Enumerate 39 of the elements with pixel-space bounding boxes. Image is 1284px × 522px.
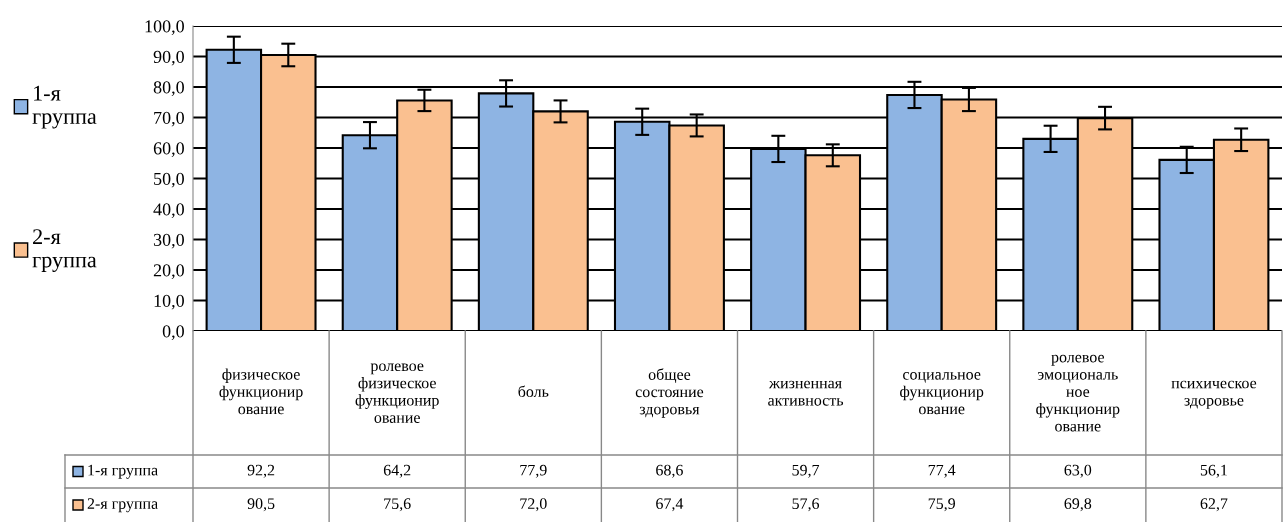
data-label: 90,5 — [247, 498, 275, 512]
x-tick-label: физическое функционирование — [219, 368, 303, 415]
x-tick-label: ролевое эмоциональное функционирование — [1036, 354, 1120, 432]
data-label: 63,0 — [1064, 464, 1092, 478]
x-tick-label: боль — [518, 385, 549, 397]
y-tick-label: 50,0 — [154, 172, 184, 188]
y-tick-label: 90,0 — [153, 50, 184, 66]
x-tick-label: психическое здоровье — [1171, 380, 1257, 409]
y-tick-label: 40,0 — [153, 203, 184, 219]
y-tick-label: 20,0 — [153, 264, 184, 280]
data-label: 67,4 — [656, 498, 684, 512]
y-tick-label: 100,0 — [145, 20, 184, 36]
data-label: 72,0 — [520, 498, 547, 512]
text: 2-я группа — [87, 498, 158, 513]
x-tick-label: ролевое физическое функционирование — [355, 363, 439, 423]
y-tick-label: 30,0 — [153, 233, 184, 249]
data-label: 68,6 — [656, 464, 683, 478]
data-label: 56,1 — [1200, 464, 1227, 478]
x-tick-label: общее состояние здоровья — [635, 368, 704, 418]
data-label: 59,7 — [792, 464, 820, 478]
y-tick-label: 60,0 — [153, 142, 184, 158]
x-tick-label: жизненная активность — [768, 380, 844, 406]
data-label: 69,8 — [1064, 498, 1092, 512]
legend-label: 1-я группа — [32, 85, 97, 129]
data-label: 62,7 — [1200, 498, 1228, 512]
y-tick-label: 80,0 — [153, 81, 184, 97]
data-label: 75,9 — [928, 498, 956, 512]
data-label: 64,2 — [383, 464, 411, 478]
data-label: 92,2 — [247, 464, 275, 478]
data-label: 77,4 — [928, 464, 956, 478]
x-tick-label: социальное функционирование — [900, 372, 984, 415]
y-tick-label: 10,0 — [154, 294, 184, 310]
legend-label: 2-я группа — [32, 229, 97, 272]
data-label: 75,6 — [384, 498, 411, 512]
data-label: 57,6 — [792, 498, 820, 512]
y-tick-label: 70,0 — [154, 111, 184, 127]
text: 1-я группа — [88, 464, 158, 479]
data-label: 77,9 — [520, 464, 547, 478]
y-tick-label: 0,0 — [162, 325, 184, 341]
